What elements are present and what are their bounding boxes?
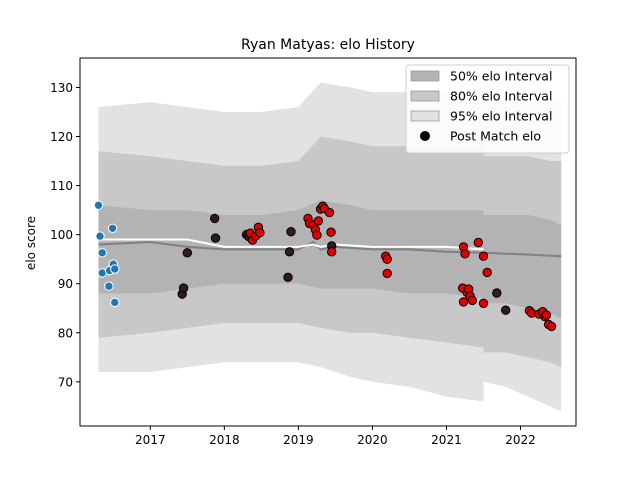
elo-point-2-39 xyxy=(546,321,557,332)
elo-point-0-0 xyxy=(93,200,104,210)
elo-point-1-11 xyxy=(492,288,502,298)
elo-point-0-2 xyxy=(97,248,107,258)
legend-box xyxy=(405,64,570,154)
elo-point-0-8 xyxy=(110,264,120,274)
x-tick-label-1: 2018 xyxy=(209,433,240,447)
elo-point-1-1 xyxy=(178,283,189,293)
mean-elo-line xyxy=(98,240,562,258)
legend-swatch-2 xyxy=(410,110,440,122)
legend-swatch-0 xyxy=(410,70,440,82)
y-tick-label-0: 70 xyxy=(58,375,73,389)
elo-point-2-4 xyxy=(255,228,265,238)
elo-point-2-19 xyxy=(382,268,392,279)
elo-point-2-21 xyxy=(460,249,470,259)
elo-point-2-14 xyxy=(324,207,335,218)
elo-point-1-8 xyxy=(284,247,295,257)
elo-point-2-37 xyxy=(541,310,552,320)
elo-point-2-29 xyxy=(478,251,489,261)
elo-point-2-9 xyxy=(312,230,322,240)
elo-point-1-7 xyxy=(283,272,293,282)
legend-marker-3 xyxy=(420,131,430,141)
elo-point-2-16 xyxy=(327,247,337,257)
elo-point-0-1 xyxy=(95,231,105,241)
y-tick-label-4: 110 xyxy=(50,179,73,193)
elo-point-0-9 xyxy=(110,297,120,308)
elo-point-2-28 xyxy=(473,237,483,248)
elo-point-1-2 xyxy=(182,248,193,258)
legend-label-3: Post Match elo xyxy=(450,129,541,144)
elo-point-1-3 xyxy=(210,213,220,224)
legend: 50% elo Interval 80% elo Interval 95% elo … xyxy=(405,64,570,154)
elo-point-2-18 xyxy=(382,254,392,264)
elo-point-2-23 xyxy=(458,297,469,307)
y-tick-label-1: 80 xyxy=(58,326,73,340)
elo-point-2-30 xyxy=(478,298,489,308)
y-tick-label-3: 100 xyxy=(50,228,73,242)
legend-label-1: 80% elo Interval xyxy=(450,89,552,104)
elo-point-1-12 xyxy=(501,305,511,315)
legend-label-2: 95% elo Interval xyxy=(450,109,552,124)
x-tick-label-2: 2019 xyxy=(283,433,314,447)
legend-swatch-1 xyxy=(410,90,440,102)
band-50-tail xyxy=(483,215,562,319)
x-tick-label-3: 2020 xyxy=(357,433,388,447)
x-tick-label-4: 2021 xyxy=(431,433,462,447)
elo-point-0-6 xyxy=(107,223,118,234)
chart-title: Ryan Matyas: elo History xyxy=(241,37,415,53)
median-elo-line xyxy=(98,238,484,251)
elo-point-2-15 xyxy=(326,227,336,237)
y-axis-label: elo score xyxy=(24,216,38,270)
elo-point-1-4 xyxy=(210,233,221,243)
elo-point-0-4 xyxy=(104,281,114,291)
elo-point-1-9 xyxy=(286,227,296,237)
legend-label-0: 50% elo Interval xyxy=(450,69,552,84)
elo-point-2-31 xyxy=(482,267,492,278)
plot-area: 2017 2018 2019 2020 2021 2022 70 80 90 100 110 120 1… xyxy=(50,57,577,447)
y-tick-label-2: 90 xyxy=(58,277,73,291)
x-tick-label-0: 2017 xyxy=(135,433,166,447)
x-tick-label-5: 2022 xyxy=(505,433,536,447)
y-tick-label-5: 120 xyxy=(50,130,73,144)
y-tick-label-6: 130 xyxy=(50,81,73,95)
elo-point-2-10 xyxy=(313,216,324,226)
elo-point-2-27 xyxy=(467,295,478,306)
plot-frame xyxy=(79,57,577,427)
